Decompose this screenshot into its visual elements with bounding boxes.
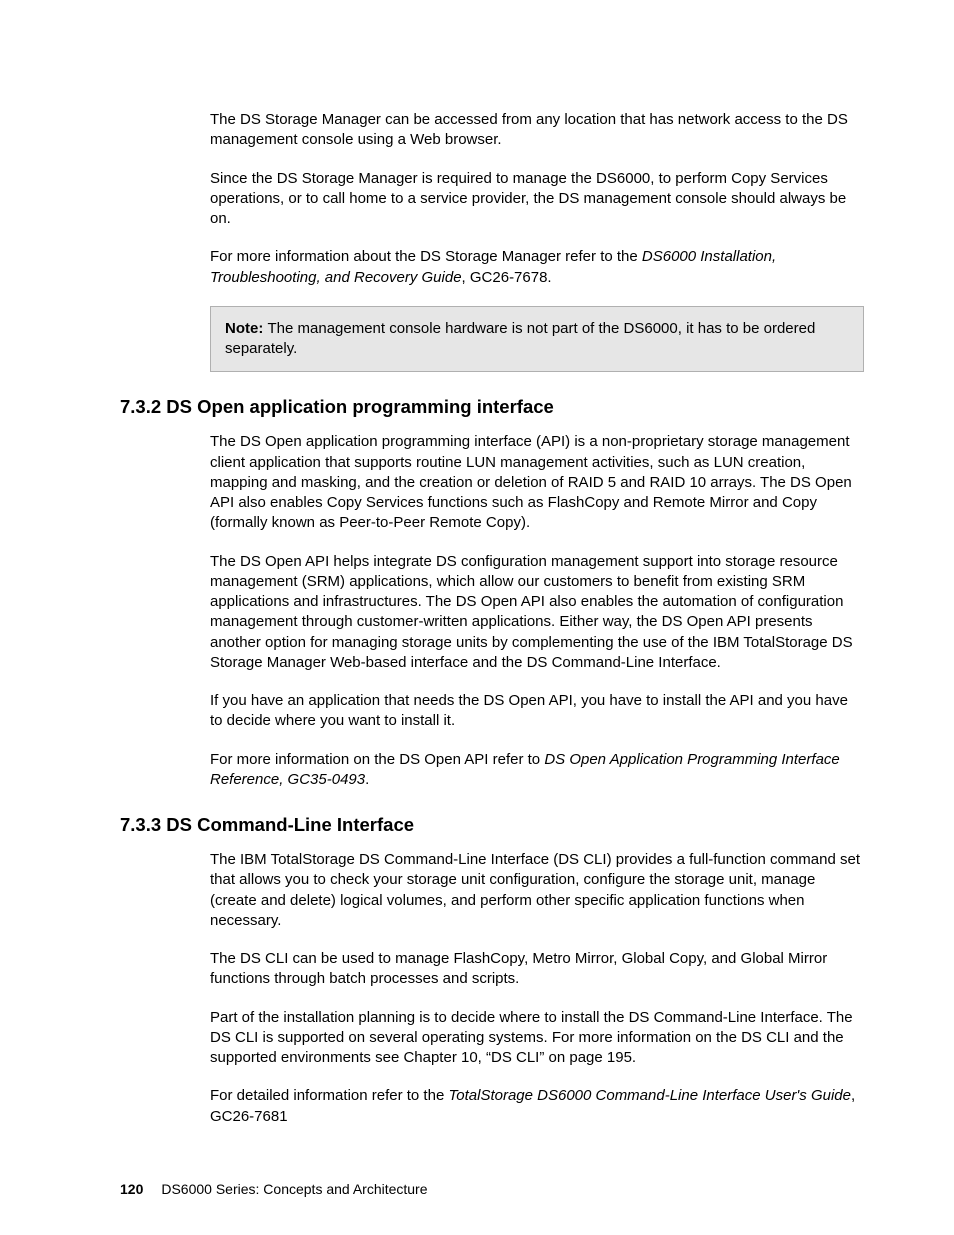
page-footer: 120 DS6000 Series: Concepts and Architect… xyxy=(120,1181,428,1197)
paragraph: Part of the installation planning is to … xyxy=(210,1008,864,1069)
text-run: For detailed information refer to the xyxy=(210,1087,448,1104)
paragraph: For more information on the DS Open API … xyxy=(210,750,864,791)
paragraph: The DS Open application programming inte… xyxy=(210,432,864,533)
section-heading-7-3-3: 7.3.3 DS Command-Line Interface xyxy=(120,814,864,836)
note-label: Note: xyxy=(225,320,268,337)
paragraph: For more information about the DS Storag… xyxy=(210,247,864,288)
text-run: For more information about the DS Storag… xyxy=(210,248,642,265)
paragraph: The DS Open API helps integrate DS confi… xyxy=(210,552,864,674)
book-title: DS6000 Series: Concepts and Architecture xyxy=(161,1181,427,1197)
text-run: , GC26-7678. xyxy=(462,269,552,286)
document-page: The DS Storage Manager can be accessed f… xyxy=(0,0,954,1235)
note-body: The management console hardware is not p… xyxy=(225,320,815,357)
note-box: Note: The management console hardware is… xyxy=(210,306,864,373)
body-indent-block-2: The DS Open application programming inte… xyxy=(210,432,864,790)
section-heading-7-3-2: 7.3.2 DS Open application programming in… xyxy=(120,396,864,418)
paragraph: The DS CLI can be used to manage FlashCo… xyxy=(210,949,864,990)
body-indent-block-3: The IBM TotalStorage DS Command-Line Int… xyxy=(210,850,864,1127)
body-indent-block-1: The DS Storage Manager can be accessed f… xyxy=(210,110,864,372)
paragraph: The IBM TotalStorage DS Command-Line Int… xyxy=(210,850,864,931)
paragraph: The DS Storage Manager can be accessed f… xyxy=(210,110,864,151)
text-run: For more information on the DS Open API … xyxy=(210,751,544,768)
paragraph: Since the DS Storage Manager is required… xyxy=(210,169,864,230)
text-run: . xyxy=(365,771,369,788)
paragraph: For detailed information refer to the To… xyxy=(210,1086,864,1127)
text-run-italic: TotalStorage DS6000 Command-Line Interfa… xyxy=(448,1087,851,1104)
paragraph: If you have an application that needs th… xyxy=(210,691,864,732)
page-number: 120 xyxy=(120,1181,143,1197)
